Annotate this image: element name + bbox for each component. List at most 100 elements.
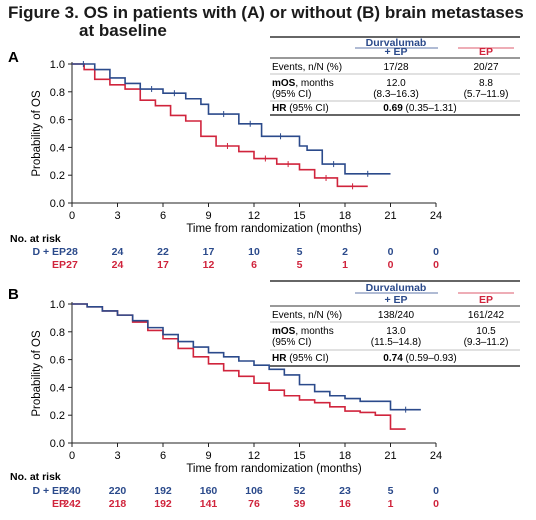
panel-b-label: B: [8, 286, 19, 303]
panel-a-x-tick-label: 6: [160, 210, 166, 222]
panel-b-risk-value-ep: 39: [294, 498, 306, 510]
panel-a-x-tick-label: 0: [69, 210, 75, 222]
panel-b-x-tick-label: 18: [339, 450, 351, 462]
figure-title-line1: Figure 3. OS in patients with (A) or wit…: [8, 3, 524, 22]
panel-a-table-hr-value: 0.69 (0.35–1.31): [383, 103, 456, 114]
panel-b-risk-value-ep: 218: [109, 498, 127, 510]
panel-b-x-tick-label: 24: [430, 450, 442, 462]
panel-b-table-hr-label: HR (95% CI): [272, 353, 329, 364]
panel-a-risk-header: No. at risk: [10, 233, 61, 245]
panel-a-risk-value-ep: 17: [157, 259, 169, 271]
panel-a-x-tick-label: 9: [205, 210, 211, 222]
panel-b-table-mos-ci-label: (95% CI): [272, 337, 311, 348]
panel-b-x-tick-label: 6: [160, 450, 166, 462]
panel-a-risk-value-ep: 12: [203, 259, 215, 271]
panel-a-curve-ep: [72, 63, 368, 188]
panel-a-y-tick-label: 0.6: [50, 115, 65, 127]
panel-a-risk-value-ep: 6: [251, 259, 257, 271]
panel-b-risk-value-durvalumab: 0: [433, 485, 439, 497]
panel-a-risk-value-durvalumab: 2: [342, 246, 348, 258]
panel-b-table-events-ep: 161/242: [468, 310, 505, 321]
panel-a-y-tick-label: 0.2: [50, 170, 65, 182]
panel-b-risk-header: No. at risk: [10, 471, 61, 483]
panel-a-table-events-durvalumab: 17/28: [383, 62, 408, 73]
panel-b-risk-value-durvalumab: 106: [245, 485, 263, 497]
panel-b-risk-value-durvalumab: 5: [388, 485, 394, 497]
panel-a-table-mos-ep: 8.8: [479, 78, 493, 89]
panel-b-y-tick-label: 0.0: [50, 438, 65, 450]
panel-b-risk-value-ep: 0: [433, 498, 439, 510]
panel-b-x-tick-label: 3: [114, 450, 120, 462]
panel-a-risk-value-durvalumab: 0: [433, 246, 439, 258]
panel-a-y-tick-label: 1.0: [50, 59, 65, 71]
panel-b-risk-value-durvalumab: 23: [339, 485, 351, 497]
panel-a-risk-value-durvalumab: 24: [112, 246, 124, 258]
panel-b-table-mos-label: mOS, months: [272, 326, 334, 337]
panel-b-table-events-label: Events, n/N (%): [272, 310, 342, 321]
panel-a-x-tick-label: 18: [339, 210, 351, 222]
panel-a-risk-label-durvalumab: D + EP: [32, 246, 66, 258]
panel-a-table-mos-ci-label: (95% CI): [272, 89, 311, 100]
panel-b-table-header-durvalumab: Durvalumab: [366, 282, 427, 294]
panel-b-risk-value-ep: 1: [388, 498, 394, 510]
panel-a-y-tick-label: 0.4: [50, 142, 65, 154]
panel-b-risk-value-ep: 242: [63, 498, 81, 510]
panel-b-y-tick-label: 0.4: [50, 382, 65, 394]
panel-a-table-hr-label: HR (95% CI): [272, 103, 329, 114]
panel-b-y-axis-title: Probability of OS: [31, 330, 43, 417]
panel-a-risk-label-ep: EP: [52, 259, 66, 271]
panel-b-x-tick-label: 21: [384, 450, 396, 462]
panel-b-risk-value-durvalumab: 240: [63, 485, 81, 497]
panel-a-table-events-ep: 20/27: [473, 62, 498, 73]
panel-a-table-mos-ci-durvalumab: (8.3–16.3): [373, 89, 419, 100]
panel-b-risk-value-ep: 76: [248, 498, 260, 510]
panel-b-risk-value-durvalumab: 52: [294, 485, 306, 497]
panel-b-y-tick-label: 0.8: [50, 327, 65, 339]
panel-a-risk-value-ep: 1: [342, 259, 348, 271]
panel-b-x-axis-title: Time from randomization (months): [186, 463, 361, 475]
panel-a-x-tick-label: 3: [114, 210, 120, 222]
panel-b-x-tick-label: 12: [248, 450, 260, 462]
panel-a-risk-value-ep: 0: [433, 259, 439, 271]
panel-b-y-tick-label: 0.2: [50, 410, 65, 422]
panel-a-x-tick-label: 15: [293, 210, 305, 222]
panel-a-risk-value-durvalumab: 28: [66, 246, 78, 258]
panel-a-x-tick-label: 21: [384, 210, 396, 222]
panel-b-table-bg: [270, 283, 520, 366]
panel-a-table-mos-ci-ep: (5.7–11.9): [464, 89, 509, 100]
panel-a-risk-value-durvalumab: 5: [297, 246, 303, 258]
figure-title: Figure 3. OS in patients with (A) or wit…: [8, 4, 528, 40]
panel-a-table-header-durvalumab: Durvalumab: [366, 37, 427, 49]
panel-b-table-mos-ci-durvalumab: (11.5–14.8): [371, 337, 421, 348]
panel-b-x-tick-label: 15: [293, 450, 305, 462]
panel-a-risk-value-ep: 5: [297, 259, 303, 271]
panel-b-table-mos-ep: 10.5: [476, 326, 496, 337]
panel-b-risk-value-durvalumab: 160: [200, 485, 218, 497]
panel-b-table-hr-value: 0.74 (0.59–0.93): [383, 353, 456, 364]
panel-a-risk-value-durvalumab: 17: [203, 246, 215, 258]
panel-b-y-tick-label: 1.0: [50, 299, 65, 311]
panel-a-risk-value-durvalumab: 22: [157, 246, 169, 258]
panel-a-x-tick-label: 24: [430, 210, 442, 222]
panel-b-risk-label-ep: EP: [52, 498, 66, 510]
panel-b-risk-value-ep: 141: [200, 498, 218, 510]
panel-b-risk-value-durvalumab: 220: [109, 485, 127, 497]
panel-a-table-events-label: Events, n/N (%): [272, 62, 342, 73]
figure-title-line2: at baseline: [79, 21, 167, 40]
panel-b-risk-value-ep: 16: [339, 498, 351, 510]
panel-a-y-axis-title: Probability of OS: [31, 90, 43, 177]
panel-a-table-bg: [270, 39, 520, 115]
panel-a-risk-value-durvalumab: 0: [388, 246, 394, 258]
panel-a-table-header-ep: EP: [479, 46, 493, 58]
panel-a-y-tick-label: 0.8: [50, 87, 65, 99]
panel-a-table-header-durvalumab-ep: + EP: [384, 46, 407, 58]
panel-b-x-tick-label: 9: [205, 450, 211, 462]
panel-b-risk-label-durvalumab: D + EP: [32, 485, 66, 497]
panel-a-risk-value-ep: 0: [388, 259, 394, 271]
panel-b-x-tick-label: 0: [69, 450, 75, 462]
panel-a-x-axis-title: Time from randomization (months): [186, 223, 361, 235]
panel-a-label: A: [8, 49, 19, 66]
panel-b-risk-value-durvalumab: 192: [154, 485, 172, 497]
panel-a-risk-value-ep: 24: [112, 259, 124, 271]
